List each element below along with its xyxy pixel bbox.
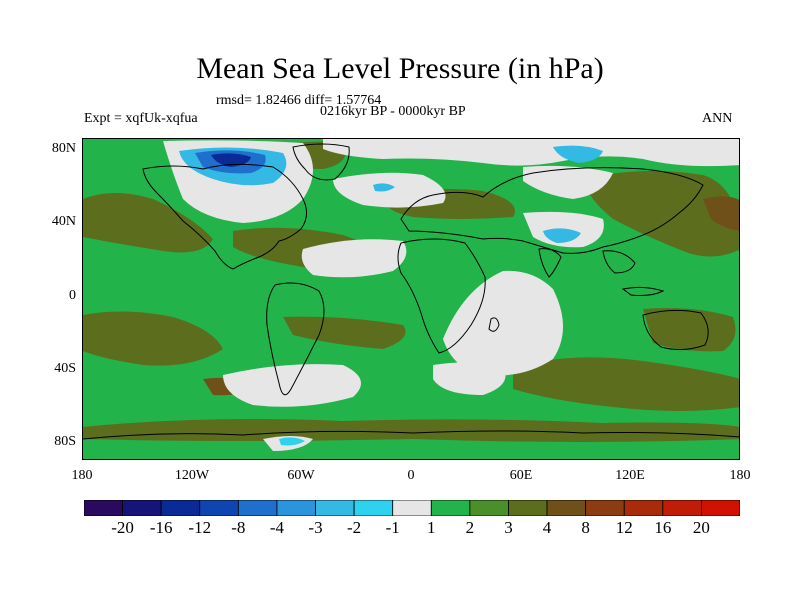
colorbar-box [276,500,316,516]
colorbar-box [546,500,587,516]
white-north-atlantic [333,172,446,208]
cyan-north-atlantic-small [373,183,395,192]
lon-label-60w: 60W [287,468,315,483]
olive-indian-ocean [513,357,739,411]
lon-label-0: 0 [407,468,415,483]
lon-label-60e: 60E [509,468,533,483]
season-label: ANN [702,111,733,126]
colorbar-tick-label: 3 [504,518,513,537]
white-siberia [523,165,613,199]
coast-south-america [266,282,325,396]
coast-africa [397,238,486,354]
experiment-label: Expt = xqfUk-xqfua [84,111,198,126]
olive-asia-pacific [583,170,739,257]
cyan-antarctica [279,437,305,446]
white-south-atlantic [223,364,361,407]
colorbar-box [508,500,548,516]
colorbar-tick-label: 16 [654,518,672,537]
colorbar-box [84,500,123,516]
colorbar [84,500,740,516]
pressure-map [82,138,740,460]
olive-n-pacific-west [83,193,213,253]
lon-label-180e: 180 [729,468,751,483]
coast-europe-asia [400,167,704,254]
period-label: 0216kyr BP - 0000kyr BP [320,104,466,119]
colorbar-box [160,500,201,516]
colorbar-box [662,500,702,516]
colorbar-box [353,500,394,516]
colorbar-box [315,500,355,516]
lat-label-0: 0 [69,288,76,303]
colorbar-box [585,500,625,516]
white-arctic-north [323,139,739,167]
colorbar-tick-label: -8 [231,518,246,537]
cyan-east-siberia [553,145,603,163]
colorbar-tick-label: 8 [581,518,590,537]
map-svg [83,139,739,459]
colorbar-box [469,500,509,516]
colorbar-tick-label: -3 [308,518,323,537]
colorbar-box [122,500,162,516]
cyan-tibet [543,228,581,243]
lon-label-120w: 120W [174,468,210,483]
white-south-indian [433,362,506,395]
lat-label-80n: 80N [51,141,76,156]
colorbar-box [237,500,278,516]
coast-india [538,248,562,278]
lat-label-80s: 80S [54,434,76,449]
colorbar-tick-label: -1 [385,518,400,537]
lat-label-40s: 40S [54,361,76,376]
coast-greenland [292,143,350,181]
olive-southern-band [83,419,739,442]
olive-south-atlantic-stripe [283,316,406,349]
olive-south-pacific [83,311,223,366]
lon-label-180w: 180 [71,468,93,483]
colorbar-tick-label: -20 [111,518,134,537]
coast-antarctica [83,430,739,440]
coast-indonesia [621,286,665,296]
coast-australia [642,309,709,351]
colorbar-tick-label: 2 [465,518,475,537]
brown-north-pacific [703,196,739,231]
colorbar-tick-label: -4 [269,518,285,537]
colorbar-tick-label: 20 [692,518,710,537]
colorbar-box [199,500,239,516]
colorbar-box [430,500,471,516]
colorbar-tick-label: 12 [615,518,633,537]
white-mediterranean [301,239,407,278]
lon-label-120e: 120E [615,468,645,483]
colorbar-tick-label: -16 [149,518,173,537]
olive-south-australia [643,308,736,352]
coast-southeast-asia [602,250,636,274]
coastlines [83,143,739,440]
colorbar-tick-label: 4 [542,518,552,537]
colorbar-box [701,500,740,516]
chart-title: Mean Sea Level Pressure (in hPa) [196,52,604,85]
colorbar-tick-label: -12 [188,518,212,537]
rmsd-diff-stats: rmsd= 1.82466 diff= 1.57764 [216,93,382,108]
coast-north-america [142,163,307,270]
white-africa-indian [443,270,563,376]
colorbar-box [623,500,664,516]
colorbar-box [392,500,432,516]
colorbar-tick-label: -2 [347,518,362,537]
blue-regions [179,145,603,446]
coast-madagascar [488,317,500,332]
colorbar-tick-label: 1 [427,518,436,537]
navy-canadian-arctic-center [211,153,251,167]
lat-label-40n: 40N [51,214,76,229]
